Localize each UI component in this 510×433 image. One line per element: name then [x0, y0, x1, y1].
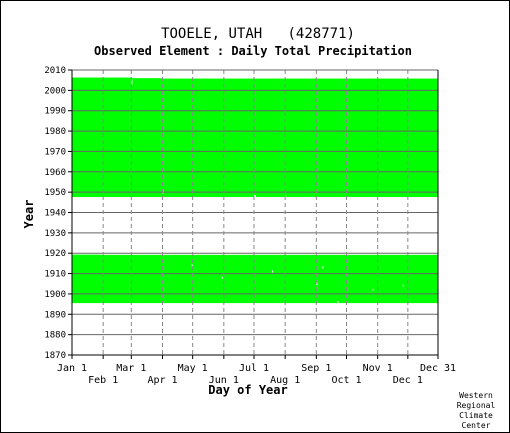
credit-line: Center — [462, 421, 491, 430]
coverage-gap-7 — [372, 288, 374, 291]
y-tick-label: 1990 — [44, 107, 66, 117]
chart-subtitle: Observed Element : Daily Total Precipita… — [94, 44, 412, 58]
y-tick-label: 1910 — [44, 270, 66, 280]
y-tick-label: 2010 — [44, 66, 66, 76]
gridlines — [72, 69, 438, 355]
y-tick-label: 1880 — [44, 331, 66, 341]
coverage-band-1 — [72, 254, 438, 304]
y-tick-label: 1890 — [44, 310, 66, 320]
y-tick-label: 1870 — [44, 351, 66, 361]
y-tick-label: 1980 — [44, 127, 66, 137]
credit-line: Western — [459, 391, 493, 400]
coverage-edge-jan-feb — [72, 77, 132, 80]
x-axis-label: Day of Year — [208, 383, 287, 397]
coverage-gap-11 — [337, 301, 339, 304]
x-tick-label: May 1 — [178, 363, 208, 374]
coverage-gap-3 — [253, 195, 256, 198]
y-tick-label: 1940 — [44, 209, 66, 219]
y-tick-label: 1970 — [44, 147, 66, 157]
coverage-band-2 — [72, 78, 438, 198]
x-tick-label: Jul 1 — [239, 363, 269, 374]
x-tick-label: Oct 1 — [331, 375, 361, 386]
coverage-gap-12 — [221, 276, 223, 279]
x-tick-label: Feb 1 — [88, 375, 118, 386]
y-tick-label: 1950 — [44, 188, 66, 198]
coverage-gap-8 — [191, 264, 193, 267]
y-tick-label: 2000 — [44, 86, 66, 96]
x-tick-label: Sep 1 — [301, 363, 331, 374]
coverage-gap-9 — [402, 284, 404, 287]
x-tick-label: Aug 1 — [270, 375, 300, 386]
coverage-edge-mar — [131, 78, 162, 80]
y-tick-label: 1960 — [44, 168, 66, 178]
y-tick-label: 1920 — [44, 249, 66, 259]
credit-line: Regional — [457, 401, 496, 410]
coverage-edge-early-band — [72, 254, 102, 257]
chart-title: TOOELE, UTAH (428771) — [161, 26, 355, 42]
y-axis-label: Year — [22, 200, 36, 229]
credit-line: Climate — [459, 411, 493, 420]
y-tick-label: 1930 — [44, 229, 66, 239]
y-tick-label: 1900 — [44, 290, 66, 300]
x-tick-label: Jun 1 — [209, 375, 239, 386]
coverage-bands — [72, 77, 438, 310]
x-tick-label: Jan 1 — [57, 363, 87, 374]
coverage-gap-13 — [287, 307, 289, 310]
coverage-gap-6 — [322, 266, 324, 269]
x-tick-label: Dec 1 — [393, 375, 423, 386]
x-tick-label: Dec 31 — [420, 363, 456, 374]
x-tick-labels: Jan 1 Mar 1 May 1 Jul 1 Sep 1 Nov 1 Dec 31 Feb … — [57, 355, 456, 386]
y-tick-labels: 1870 1880 1890 1900 1910 1920 1930 1940 1950 1960… — [44, 66, 72, 361]
x-tick-label: Mar 1 — [116, 363, 146, 374]
x-tick-label: Nov 1 — [363, 363, 393, 374]
coverage-gap-1 — [131, 79, 133, 86]
x-tick-label: Apr 1 — [147, 375, 177, 386]
coverage-gap-10 — [272, 270, 274, 273]
